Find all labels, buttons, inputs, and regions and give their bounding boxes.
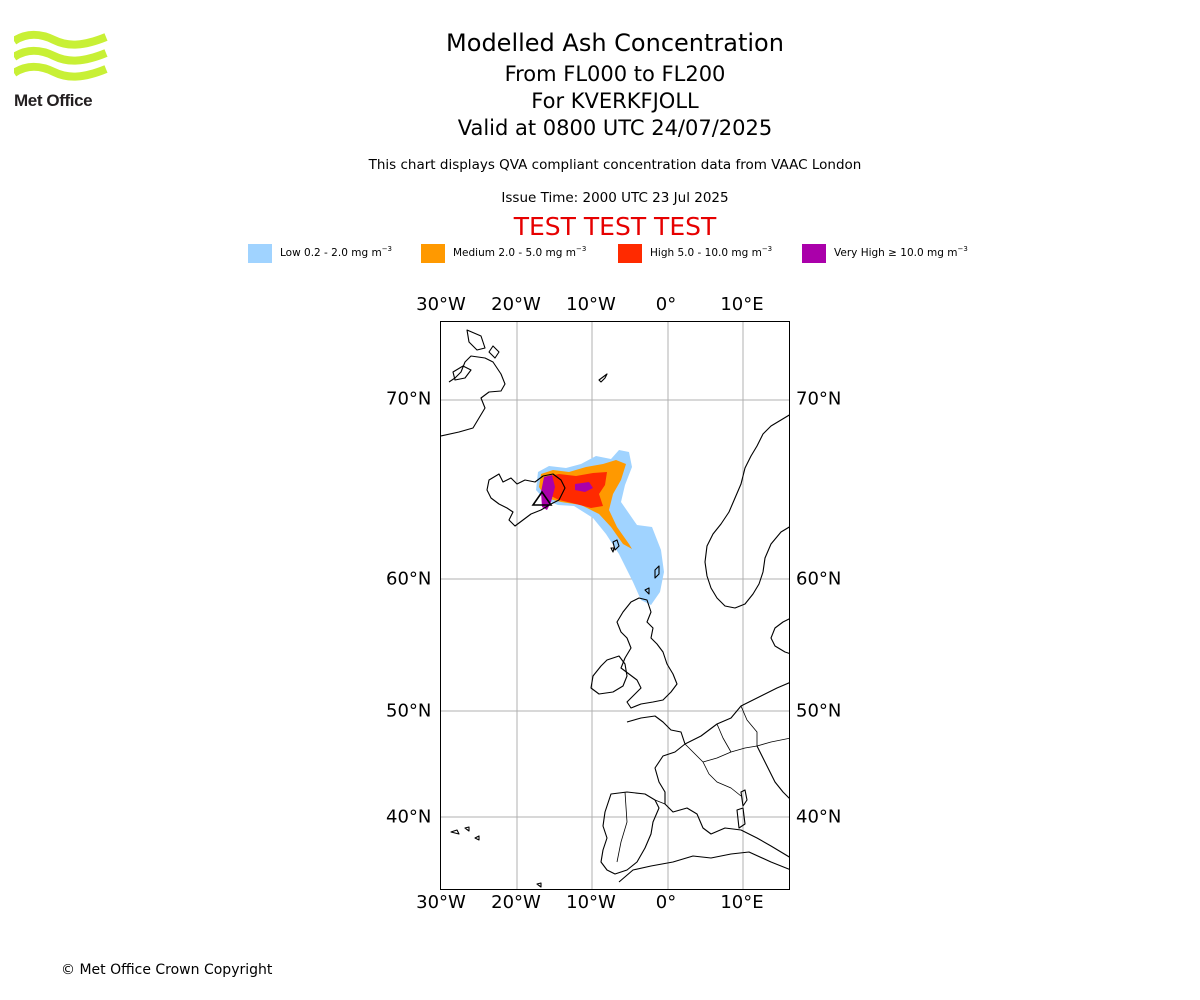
great-britain-coast	[616, 597, 678, 709]
lat-tick-left: 40°N	[386, 806, 432, 828]
lat-tick-right: 70°N	[796, 388, 842, 410]
copyright: © Met Office Crown Copyright	[61, 962, 273, 978]
lat-tick-right: 40°N	[796, 806, 842, 828]
legend-label-high: High 5.0 - 10.0 mg m−3	[650, 245, 773, 259]
volcano-name: For KVERKFJOLL	[531, 89, 699, 113]
valid-time: Valid at 0800 UTC 24/07/2025	[457, 116, 773, 140]
ireland-coast	[590, 655, 628, 695]
legend-swatch-high	[618, 244, 642, 263]
ash-plume	[536, 450, 664, 605]
legend-label-medium: Medium 2.0 - 5.0 mg m−3	[453, 245, 587, 259]
gridlines	[441, 322, 789, 889]
lon-tick-bottom: 10°W	[566, 892, 616, 913]
lat-tick-left: 60°N	[386, 568, 432, 590]
lon-tick-bottom: 10°E	[720, 892, 764, 913]
flight-level-range: From FL000 to FL200	[504, 62, 726, 86]
map-panel	[440, 321, 790, 890]
ash-region-very-high	[541, 475, 593, 510]
lat-tick-right: 50°N	[796, 700, 842, 722]
lon-tick-bottom: 20°W	[491, 892, 541, 913]
iceland-coast	[486, 473, 566, 527]
lon-tick-top: 30°W	[416, 294, 466, 315]
lon-tick-bottom: 30°W	[416, 892, 466, 913]
volcano-triangle-icon	[531, 490, 553, 506]
iberia-coast	[600, 791, 660, 875]
ash-map	[441, 322, 789, 889]
legend-label-very-high: Very High ≥ 10.0 mg m−3	[834, 245, 968, 259]
test-banner: TEST TEST TEST	[513, 212, 717, 241]
logo-wordmark: Met Office	[14, 91, 93, 110]
legend-swatch-medium	[421, 244, 445, 263]
lon-tick-top: 10°E	[720, 294, 764, 315]
lat-tick-left: 50°N	[386, 700, 432, 722]
scandinavia-coast	[704, 414, 789, 609]
lon-tick-top: 0°	[655, 294, 677, 315]
legend-swatch-very-high	[802, 244, 826, 263]
legend-label-low: Low 0.2 - 2.0 mg m−3	[280, 245, 393, 259]
chart-title: Modelled Ash Concentration	[446, 29, 784, 57]
europe-coast	[626, 715, 789, 858]
issue-time: Issue Time: 2000 UTC 23 Jul 2025	[501, 190, 729, 206]
chart-description: This chart displays QVA compliant concen…	[368, 157, 862, 173]
lon-tick-top: 20°W	[491, 294, 541, 315]
lat-tick-left: 70°N	[386, 388, 432, 410]
lon-tick-bottom: 0°	[655, 892, 677, 913]
legend-swatch-low	[248, 244, 272, 263]
lat-tick-right: 60°N	[796, 568, 842, 590]
met-office-waves-icon	[14, 30, 108, 81]
coastlines	[441, 329, 789, 888]
met-office-logo: Met Office	[14, 30, 108, 112]
lon-tick-top: 10°W	[566, 294, 616, 315]
